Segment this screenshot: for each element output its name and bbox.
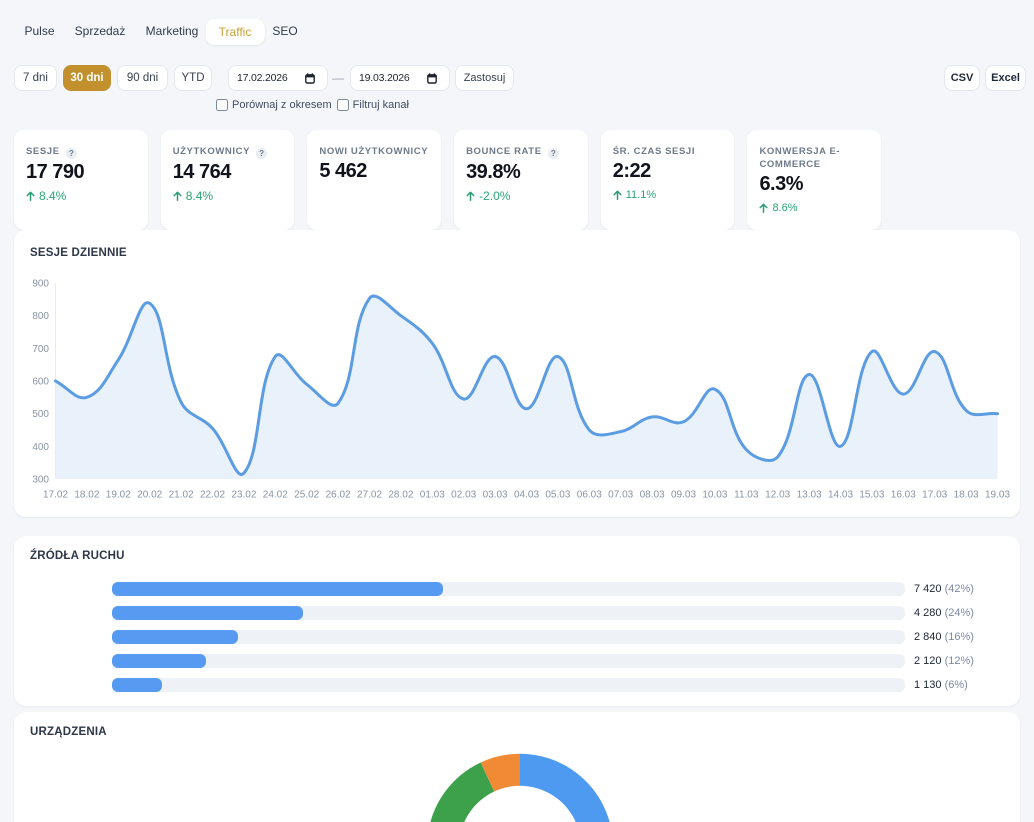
svg-text:800: 800: [32, 311, 49, 322]
svg-text:08.03: 08.03: [640, 490, 665, 501]
svg-text:18.03: 18.03: [954, 490, 979, 501]
svg-text:400: 400: [32, 442, 49, 453]
svg-text:22.02: 22.02: [200, 490, 225, 501]
svg-text:15.03: 15.03: [859, 490, 884, 501]
svg-text:21.02: 21.02: [169, 490, 194, 501]
svg-text:500: 500: [32, 409, 49, 420]
svg-text:20.02: 20.02: [137, 490, 162, 501]
svg-text:16.03: 16.03: [891, 490, 916, 501]
svg-text:02.03: 02.03: [451, 490, 476, 501]
svg-text:24.02: 24.02: [263, 490, 288, 501]
svg-text:900: 900: [32, 279, 49, 290]
svg-text:13.03: 13.03: [797, 490, 822, 501]
svg-text:25.02: 25.02: [294, 490, 319, 501]
svg-text:23.02: 23.02: [231, 490, 256, 501]
svg-text:17.03: 17.03: [922, 490, 947, 501]
svg-text:18.02: 18.02: [74, 490, 99, 501]
svg-text:19.03: 19.03: [985, 490, 1010, 501]
svg-text:17.02: 17.02: [43, 490, 68, 501]
svg-text:26.02: 26.02: [326, 490, 351, 501]
svg-text:05.03: 05.03: [545, 490, 570, 501]
svg-text:300: 300: [32, 475, 49, 486]
svg-text:27.02: 27.02: [357, 490, 382, 501]
svg-text:07.03: 07.03: [608, 490, 633, 501]
svg-text:10.03: 10.03: [702, 490, 727, 501]
svg-text:28.02: 28.02: [388, 490, 413, 501]
svg-text:04.03: 04.03: [514, 490, 539, 501]
svg-text:12.03: 12.03: [765, 490, 790, 501]
svg-text:11.03: 11.03: [734, 490, 759, 501]
svg-text:14.03: 14.03: [828, 490, 853, 501]
svg-text:19.02: 19.02: [106, 490, 131, 501]
svg-text:700: 700: [32, 344, 49, 355]
svg-text:09.03: 09.03: [671, 490, 696, 501]
svg-text:600: 600: [32, 377, 49, 388]
svg-text:03.03: 03.03: [483, 490, 508, 501]
svg-text:01.03: 01.03: [420, 490, 445, 501]
svg-text:06.03: 06.03: [577, 490, 602, 501]
